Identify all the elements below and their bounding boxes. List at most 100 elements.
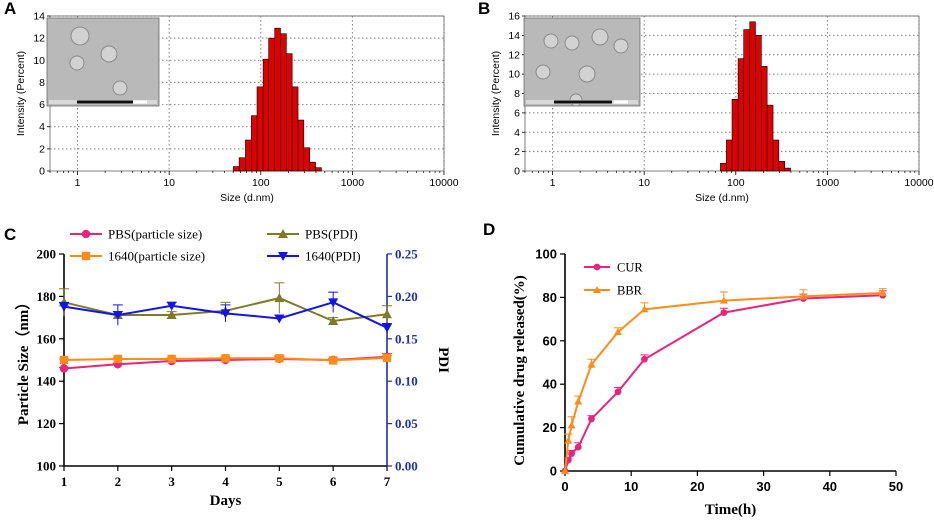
x-tick-label: 5 [276,474,283,489]
tem-background [523,17,641,107]
tem-particle [578,65,596,83]
histogram-bar [720,162,727,172]
data-point [382,353,392,363]
data-point [221,354,230,363]
tem-particle [112,80,128,96]
data-point [587,360,596,368]
legend-marker [81,251,91,261]
tem-scale-bar [77,100,133,104]
tem-particle [591,28,609,46]
legend-marker [593,263,601,271]
data-point [167,354,176,364]
x-tick-label: 10 [163,177,175,189]
legend-label: 1640(PDI) [305,249,361,264]
y-tick-label: 10 [508,69,520,81]
data-point [878,289,887,297]
legend-item: PBS(particle size) [70,227,202,242]
right-y-axis-label: PDI [435,347,451,373]
tem-scale-mark [614,100,628,104]
x-axis-label: Size (d.nm) [695,192,749,204]
y-tick-label: 16 [508,11,520,23]
x-axis-label: Days [210,493,242,509]
panel-d: D 0 10 20 30 40 50 0 20 40 60 80 100 Time(h) Cumulativ… [483,220,903,518]
data-point [564,436,573,444]
legend-marker [81,229,91,239]
series-line [564,294,883,472]
legend-marker [278,229,288,238]
tem-particle [100,45,118,63]
legend-item: BBR [584,284,643,298]
histogram-bar [297,119,305,172]
legend-marker [593,286,601,293]
x-tick-label: 10000 [429,177,458,189]
legend-item: 1640(particle size) [70,249,205,264]
y-tick-label: 140 [37,374,57,389]
data-point [328,298,339,308]
x-tick-label: 3 [168,474,175,489]
tem-particle [613,38,629,54]
histogram-bar [256,86,264,172]
x-tick-label: 100 [252,177,270,189]
right-y-tick-label: 0.20 [395,289,418,304]
y-tick-label: 100 [535,247,557,262]
legend-label: PBS(particle size) [108,227,202,242]
legend-item: CUR [584,261,643,275]
y-tick-label: 2 [514,146,520,158]
y-axis-label: Intensity (Percent) [15,51,27,136]
data-point [613,328,622,336]
data-point [574,397,583,405]
y-tick-label: 0 [39,166,45,178]
y-tick-label: 0 [550,464,557,479]
data-point [275,354,284,363]
y-tick-label: 0 [514,166,520,178]
panel-c: C 1 2 3 4 5 6 7 100 120 140 160 180 200 0.00 0.05 0.10 0.… [4,225,451,509]
x-tick-label: 7 [384,474,391,489]
histogram-bar [784,167,791,172]
y-tick-label: 8 [514,88,520,100]
panel-label: A [4,0,16,18]
tem-particle [535,64,551,80]
y-tick-label: 14 [33,11,45,23]
y-tick-label: 12 [33,33,45,45]
right-y-tick-label: 0.10 [395,374,418,389]
histogram-bar [737,58,744,172]
y-tick-label: 200 [37,247,57,262]
x-tick-label: 1 [550,177,556,189]
histogram-bar [232,166,240,172]
y-axis-label: Cumulative drug released(%) [512,275,528,466]
data-point [567,421,576,429]
tem-scale-mark [133,100,147,104]
x-tick-label: 30 [756,479,770,494]
legend-label: BBR [617,284,643,298]
histogram-bar [309,161,316,172]
histogram-bar [245,139,252,172]
x-tick-label: 10 [638,177,650,189]
y-tick-label: 4 [39,121,45,133]
y-tick-label: 8 [39,77,45,89]
series-0 [561,290,887,475]
tem-background [46,17,160,107]
y-tick-label: 6 [39,99,45,111]
data-point [382,323,392,333]
y-tick-label: 6 [514,107,520,119]
x-tick-label: 1000 [341,177,365,189]
tem-particle [70,26,90,46]
tem-scale-bar [554,100,612,104]
data-point [614,388,622,396]
x-tick-label: 100 [727,177,745,189]
y-tick-label: 60 [543,333,557,348]
legend-marker [278,252,288,261]
histogram-bar [749,21,756,172]
data-point [328,315,339,325]
histogram-bar [743,29,751,172]
y-tick-label: 180 [37,289,57,304]
histogram-bar [286,53,293,172]
panel-a: A 1 10 100 1000 10000 0 2 4 6 8 10 12 14 Size (d.nm) In… [4,0,459,204]
data-point [720,309,728,316]
histogram-bar [303,147,311,172]
data-point [719,296,728,304]
x-axis-label: Time(h) [705,502,756,518]
histogram-bar [251,115,258,172]
y-tick-label: 20 [543,420,557,435]
